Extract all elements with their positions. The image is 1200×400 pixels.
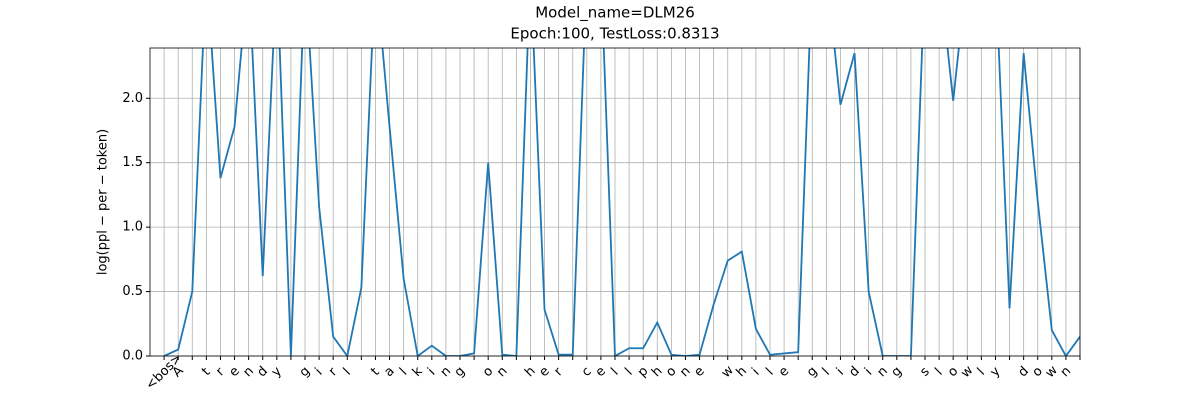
x-tick-label: i — [425, 365, 438, 378]
x-tick-label: k — [410, 364, 426, 380]
x-tick-label: e — [593, 364, 609, 380]
y-tick-label: 1.5 — [122, 155, 143, 170]
x-tick-label: d — [846, 364, 862, 380]
x-tick-label: l — [623, 365, 636, 378]
x-tick-label: n — [438, 364, 454, 380]
x-tick-label: t — [368, 365, 382, 379]
x-tick-label: r — [551, 364, 566, 379]
x-tick-label: d — [1015, 364, 1031, 380]
x-tick-label: h — [734, 364, 750, 380]
y-tick-label: 0.0 — [122, 349, 143, 364]
x-tick-label: e — [226, 364, 242, 380]
x-tick-label: d — [255, 364, 271, 380]
x-tick-label: n — [677, 364, 693, 380]
x-tick-label: g — [889, 364, 905, 380]
x-tick-label: l — [820, 365, 833, 378]
x-tick-label: l — [608, 365, 621, 378]
chart-title: Model_name=DLM26 — [535, 4, 695, 23]
x-tick-label: r — [326, 364, 341, 379]
x-tick-label: l — [341, 365, 354, 378]
x-tick-label: e — [776, 364, 792, 380]
x-tick-label: a — [381, 364, 397, 380]
y-tick-label: 0.5 — [122, 284, 143, 299]
y-tick-label: 1.0 — [122, 220, 143, 235]
x-tick-label: n — [240, 364, 256, 380]
x-tick-label: y — [269, 364, 285, 380]
x-tick-label: l — [397, 365, 410, 378]
x-tick-label: i — [313, 365, 326, 378]
x-tick-label: n — [494, 364, 510, 380]
x-tick-label: i — [749, 365, 762, 378]
x-tick-label: w — [719, 363, 737, 381]
x-tick-label: n — [1058, 364, 1074, 380]
x-tick-label: c — [579, 364, 595, 380]
plot-frame — [149, 47, 1081, 357]
x-tick-label: l — [763, 365, 776, 378]
x-tick-label: o — [480, 364, 496, 380]
x-tick-label: g — [804, 364, 820, 380]
x-tick-label: h — [649, 364, 665, 380]
x-tick-label: r — [213, 364, 228, 379]
x-tick-label: s — [917, 364, 933, 380]
x-tick-label: e — [691, 364, 707, 380]
data-line — [163, 48, 1080, 356]
x-tick-label: h — [522, 364, 538, 380]
x-tick-label: y — [987, 364, 1003, 380]
x-tick-label: p — [635, 364, 651, 380]
x-tick-label: i — [862, 365, 875, 378]
x-tick-label: i — [834, 365, 847, 378]
x-tick-label: g — [297, 364, 313, 380]
y-tick-label: 2.0 — [122, 91, 143, 106]
x-tick-label: A — [170, 363, 187, 380]
x-tick-label: t — [199, 365, 213, 379]
x-tick-label: n — [875, 364, 891, 380]
x-tick-label: l — [933, 365, 946, 378]
x-tick-label: l — [975, 365, 988, 378]
x-tick-label: w — [958, 363, 976, 381]
x-tick-label: o — [663, 364, 679, 380]
y-axis-label: log(ppl − per − token) — [96, 129, 111, 275]
x-tick-label: g — [452, 364, 468, 380]
x-tick-label: e — [536, 364, 552, 380]
chart-title: Epoch:100, TestLoss:0.8313 — [510, 25, 719, 43]
x-tick-label: w — [1043, 363, 1061, 381]
